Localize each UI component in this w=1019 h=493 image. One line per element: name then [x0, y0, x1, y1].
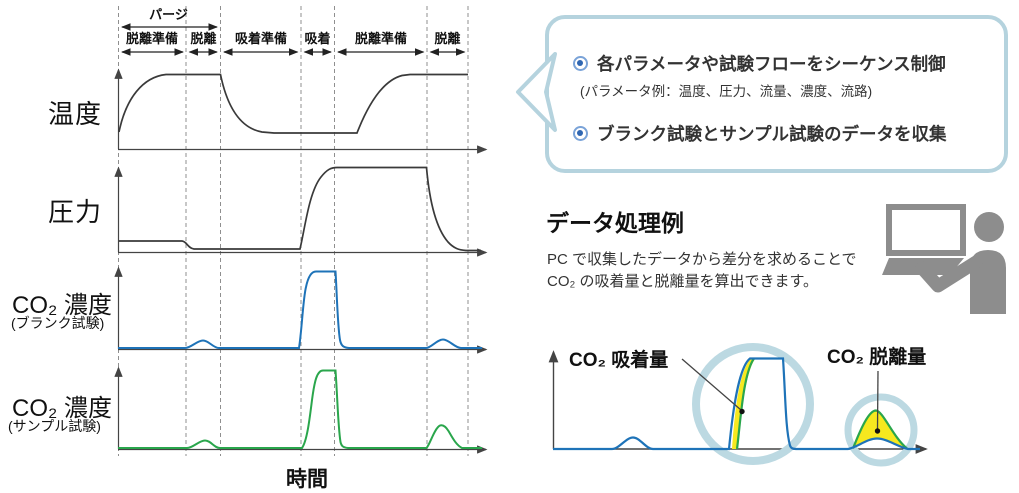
phase-label-1: 脱離: [190, 31, 217, 46]
result-blank-curve: [553, 357, 920, 451]
phase-label-5: 脱離: [434, 31, 461, 46]
adsorption-label: CO₂ 吸着量: [569, 350, 669, 371]
callout-bullet-2-text: ブランク試験とサンプル試験のデータを収集: [597, 124, 947, 144]
span-arrows: [121, 23, 466, 56]
row-label-pressure: 圧力: [48, 197, 103, 227]
bullet-icon: [573, 126, 588, 141]
x-axis-label: 時間: [286, 468, 328, 491]
timing-diagram-svg: [114, 6, 488, 456]
co2-blank-curve: [118, 270, 482, 349]
co2-sample-curve: [118, 369, 482, 449]
row-label-co2-sample: CO₂ 濃度: [12, 395, 112, 422]
phase-label-3: 吸着: [304, 31, 331, 46]
adsorption-dot: [739, 408, 745, 415]
phase-label-4: 脱離準備: [354, 31, 407, 46]
row-label-co2-sample-sub: (サンプル試験): [8, 418, 101, 434]
axes: [114, 68, 488, 454]
data-processing-heading: データ処理例: [546, 210, 684, 236]
adsorption-highlight-circle: [692, 343, 814, 465]
purge-label: パージ: [149, 7, 188, 22]
result-chart-svg: [548, 343, 928, 467]
adsorption-area: [732, 358, 755, 449]
phase-label-0: 脱離準備: [125, 31, 178, 46]
desorption-dot: [874, 428, 881, 434]
row-label-co2-blank: CO₂ 濃度: [12, 292, 112, 319]
callout-bullet-row-2: ブランク試験とサンプル試験のデータを収集: [573, 121, 946, 146]
result-sample-curve: [735, 357, 908, 450]
callout-bubble: 各パラメータや試験フローをシーケンス制御 (パラメータ例：温度、圧力、流量、濃度…: [545, 15, 1008, 173]
data-processing-body-2: CO₂ の吸着量と脱離量を算出できます。: [547, 273, 818, 290]
callout-bullet-1-text: 各パラメータや試験フローをシーケンス制御: [597, 54, 946, 74]
callout-bullet-1-note: (パラメータ例：温度、圧力、流量、濃度、流路): [580, 84, 873, 99]
person-head: [974, 212, 1004, 242]
data-processing-body-1: PC で収集したデータから差分を求めることで: [547, 251, 857, 268]
desorption-highlight-circle: [844, 393, 918, 467]
temperature-curve: [118, 73, 468, 134]
row-label-co2-blank-sub: (ブランク試験): [11, 315, 105, 331]
callout-bullet-row-1: 各パラメータや試験フローをシーケンス制御: [573, 51, 946, 76]
bullet-icon: [573, 56, 588, 71]
presenter-icon: [882, 204, 1006, 314]
person-arm: [915, 255, 983, 293]
pressure-curve: [119, 166, 481, 252]
phase-label-2: 吸着準備: [234, 31, 287, 46]
leader-lines: [681, 358, 879, 430]
phase-boundary-lines: [118, 6, 469, 456]
row-label-temperature: 温度: [48, 99, 103, 129]
callout-tail: [516, 52, 557, 132]
desorption-label: CO₂ 脱離量: [827, 347, 927, 368]
